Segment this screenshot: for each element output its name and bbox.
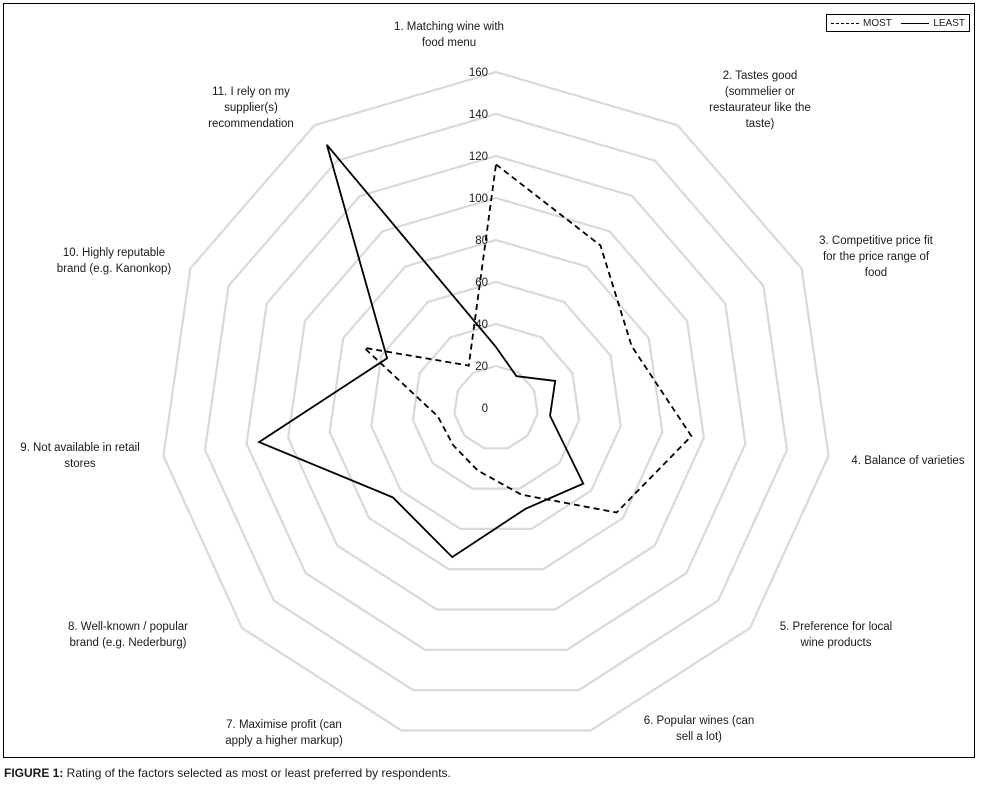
tick-label-100: 100 xyxy=(469,193,488,205)
radial-tick-labels: 0 20 40 60 80 100 120 140 160 xyxy=(469,67,488,415)
category-label-line: 9. Not available in retail xyxy=(20,442,140,454)
category-label-line: 7. Maximise profit (can xyxy=(226,719,342,731)
category-label-line: brand (e.g. Kanonkop) xyxy=(57,263,172,275)
grid-ring-80 xyxy=(328,238,664,571)
figure-frame xyxy=(3,3,975,758)
figure-caption: FIGURE 1: Rating of the factors selected… xyxy=(4,766,451,780)
category-label-line: for the price range of xyxy=(823,251,930,263)
category-label-line: supplier(s) xyxy=(224,102,278,114)
category-label-line: restaurateur like the xyxy=(709,102,811,114)
category-label-4: 4. Balance of varieties xyxy=(851,455,964,467)
category-label-line: sell a lot) xyxy=(676,731,722,743)
grid-ring-20 xyxy=(453,364,539,450)
tick-label-140: 140 xyxy=(469,109,488,121)
data-series xyxy=(257,144,693,559)
category-label-line: recommendation xyxy=(208,118,294,130)
tick-label-80: 80 xyxy=(475,235,488,247)
category-label-line: 2. Tastes good xyxy=(723,70,798,82)
tick-label-0: 0 xyxy=(482,403,488,415)
category-label-line: 8. Well-known / popular xyxy=(68,621,188,633)
category-label-line: 1. Matching wine with xyxy=(394,21,504,33)
series-most-line xyxy=(361,162,693,514)
category-label-7: 7. Maximise profit (can apply a higher ma… xyxy=(225,719,343,747)
grid-ring-100 xyxy=(287,196,705,611)
category-label-9: 9. Not available in retail stores xyxy=(20,442,140,470)
grid-ring-40 xyxy=(411,322,581,490)
tick-label-120: 120 xyxy=(469,151,488,163)
tick-label-20: 20 xyxy=(475,361,488,373)
category-label-8: 8. Well-known / popular brand (e.g. Neder… xyxy=(68,621,188,649)
category-label-3: 3. Competitive price fit for the price ra… xyxy=(819,235,934,279)
category-label-line: stores xyxy=(64,458,96,470)
category-label-10: 10. Highly reputable brand (e.g. Kanonkop… xyxy=(57,247,172,275)
category-label-line: wine products xyxy=(800,637,872,649)
series-least-line xyxy=(257,144,585,559)
category-label-line: 6. Popular wines (can xyxy=(644,715,755,727)
grid-ring-60 xyxy=(370,280,622,530)
tick-label-60: 60 xyxy=(475,277,488,289)
category-label-line: 4. Balance of varieties xyxy=(851,455,964,467)
radar-grid xyxy=(162,70,830,732)
category-label-6: 6. Popular wines (can sell a lot) xyxy=(644,715,755,743)
category-label-line: 10. Highly reputable xyxy=(63,247,165,259)
category-label-line: taste) xyxy=(746,118,775,130)
category-labels: 1. Matching wine with food menu 2. Tastes … xyxy=(20,21,965,747)
legend-most-swatch xyxy=(831,22,859,24)
tick-label-40: 40 xyxy=(475,319,488,331)
tick-label-160: 160 xyxy=(469,67,488,79)
legend-least-swatch xyxy=(901,22,930,24)
grid-ring-140 xyxy=(203,112,789,692)
legend: MOST LEAST xyxy=(826,14,970,32)
category-label-line: food xyxy=(865,267,887,279)
category-label-line: 11. I rely on my xyxy=(212,86,290,98)
category-label-11: 11. I rely on my supplier(s) recommendatio… xyxy=(208,86,294,130)
category-label-1: 1. Matching wine with food menu xyxy=(394,21,504,49)
caption-prefix: FIGURE 1: xyxy=(4,766,64,780)
legend-most-label: MOST xyxy=(863,17,892,29)
legend-least-label: LEAST xyxy=(933,17,965,29)
category-label-line: 3. Competitive price fit xyxy=(819,235,934,247)
category-label-line: 5. Preference for local xyxy=(780,621,893,633)
category-label-line: food menu xyxy=(422,37,476,49)
category-label-line: apply a higher markup) xyxy=(225,735,343,747)
category-label-line: brand (e.g. Nederburg) xyxy=(70,637,187,649)
caption-text: Rating of the factors selected as most o… xyxy=(63,766,451,780)
category-label-line: (sommelier or xyxy=(725,86,795,98)
grid-ring-120 xyxy=(245,154,747,651)
category-label-5: 5. Preference for local wine products xyxy=(780,621,893,649)
grid-ring-160 xyxy=(162,70,830,732)
category-label-2: 2. Tastes good (sommelier or restaurateur … xyxy=(709,70,811,130)
